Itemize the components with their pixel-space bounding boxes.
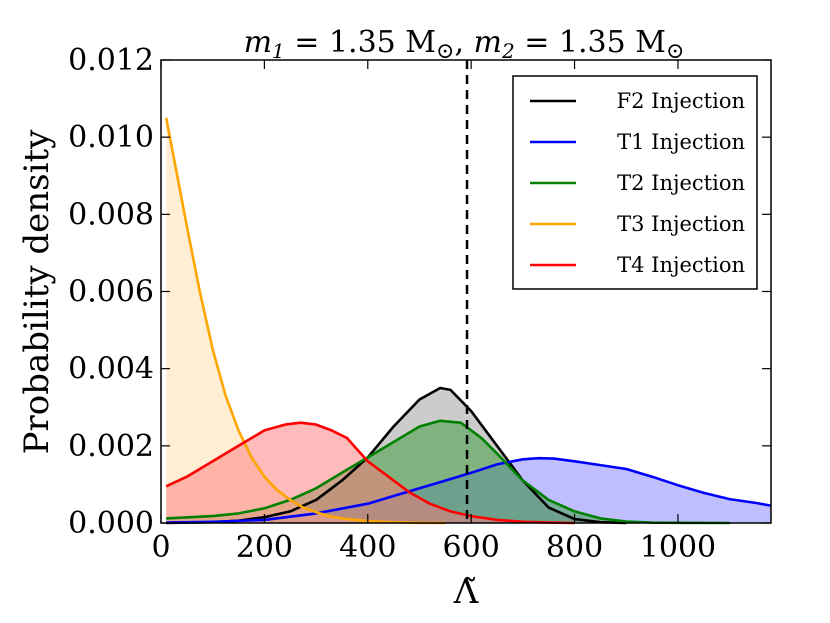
- x-tick-label: 200: [236, 530, 293, 565]
- y-axis-label: Probability density: [17, 129, 57, 454]
- y-tick-label: 0.010: [68, 120, 154, 155]
- legend: F2 Injection T1 Injection T2 Injection T3 I…: [512, 75, 758, 290]
- legend-label-t4-injection: T4 Injection: [617, 253, 745, 277]
- legend-label-t3-injection: T3 Injection: [617, 212, 745, 236]
- x-tick-label: 1000: [640, 530, 716, 565]
- x-tick-label: 800: [546, 530, 603, 565]
- y-tick-label: 0.004: [68, 352, 154, 387]
- y-tick-label: 0.006: [68, 275, 154, 310]
- chart-title: m1 = 1.35 M⊙, m2 = 1.35 M⊙: [244, 25, 685, 64]
- x-tick-label: 0: [151, 530, 170, 565]
- y-tick-label: 0.002: [68, 429, 154, 464]
- y-tick-label: 0.000: [68, 506, 154, 541]
- y-axis: 0.000 0.002 0.004 0.006 0.008 0.010 0.012: [68, 43, 771, 541]
- series-line-t1-injection: [166, 456, 772, 524]
- series-line-t2-injection: [166, 419, 730, 525]
- legend-label-t1-injection: T1 Injection: [617, 130, 745, 154]
- legend-label-f2-injection: F2 Injection: [617, 89, 745, 113]
- legend-label-t2-injection: T2 Injection: [617, 171, 745, 195]
- series-line-t4-injection: [165, 421, 575, 525]
- x-tick-label: 600: [443, 530, 500, 565]
- y-tick-label: 0.008: [68, 197, 154, 232]
- series-fill-t4-injection: [166, 422, 575, 523]
- y-tick-label: 0.012: [68, 43, 154, 78]
- x-tick-label: 400: [339, 530, 396, 565]
- x-axis-label: Λ̃: [453, 572, 479, 612]
- x-axis: 0 200 400 600 800 1000: [151, 60, 716, 565]
- plot-fills: [166, 117, 771, 524]
